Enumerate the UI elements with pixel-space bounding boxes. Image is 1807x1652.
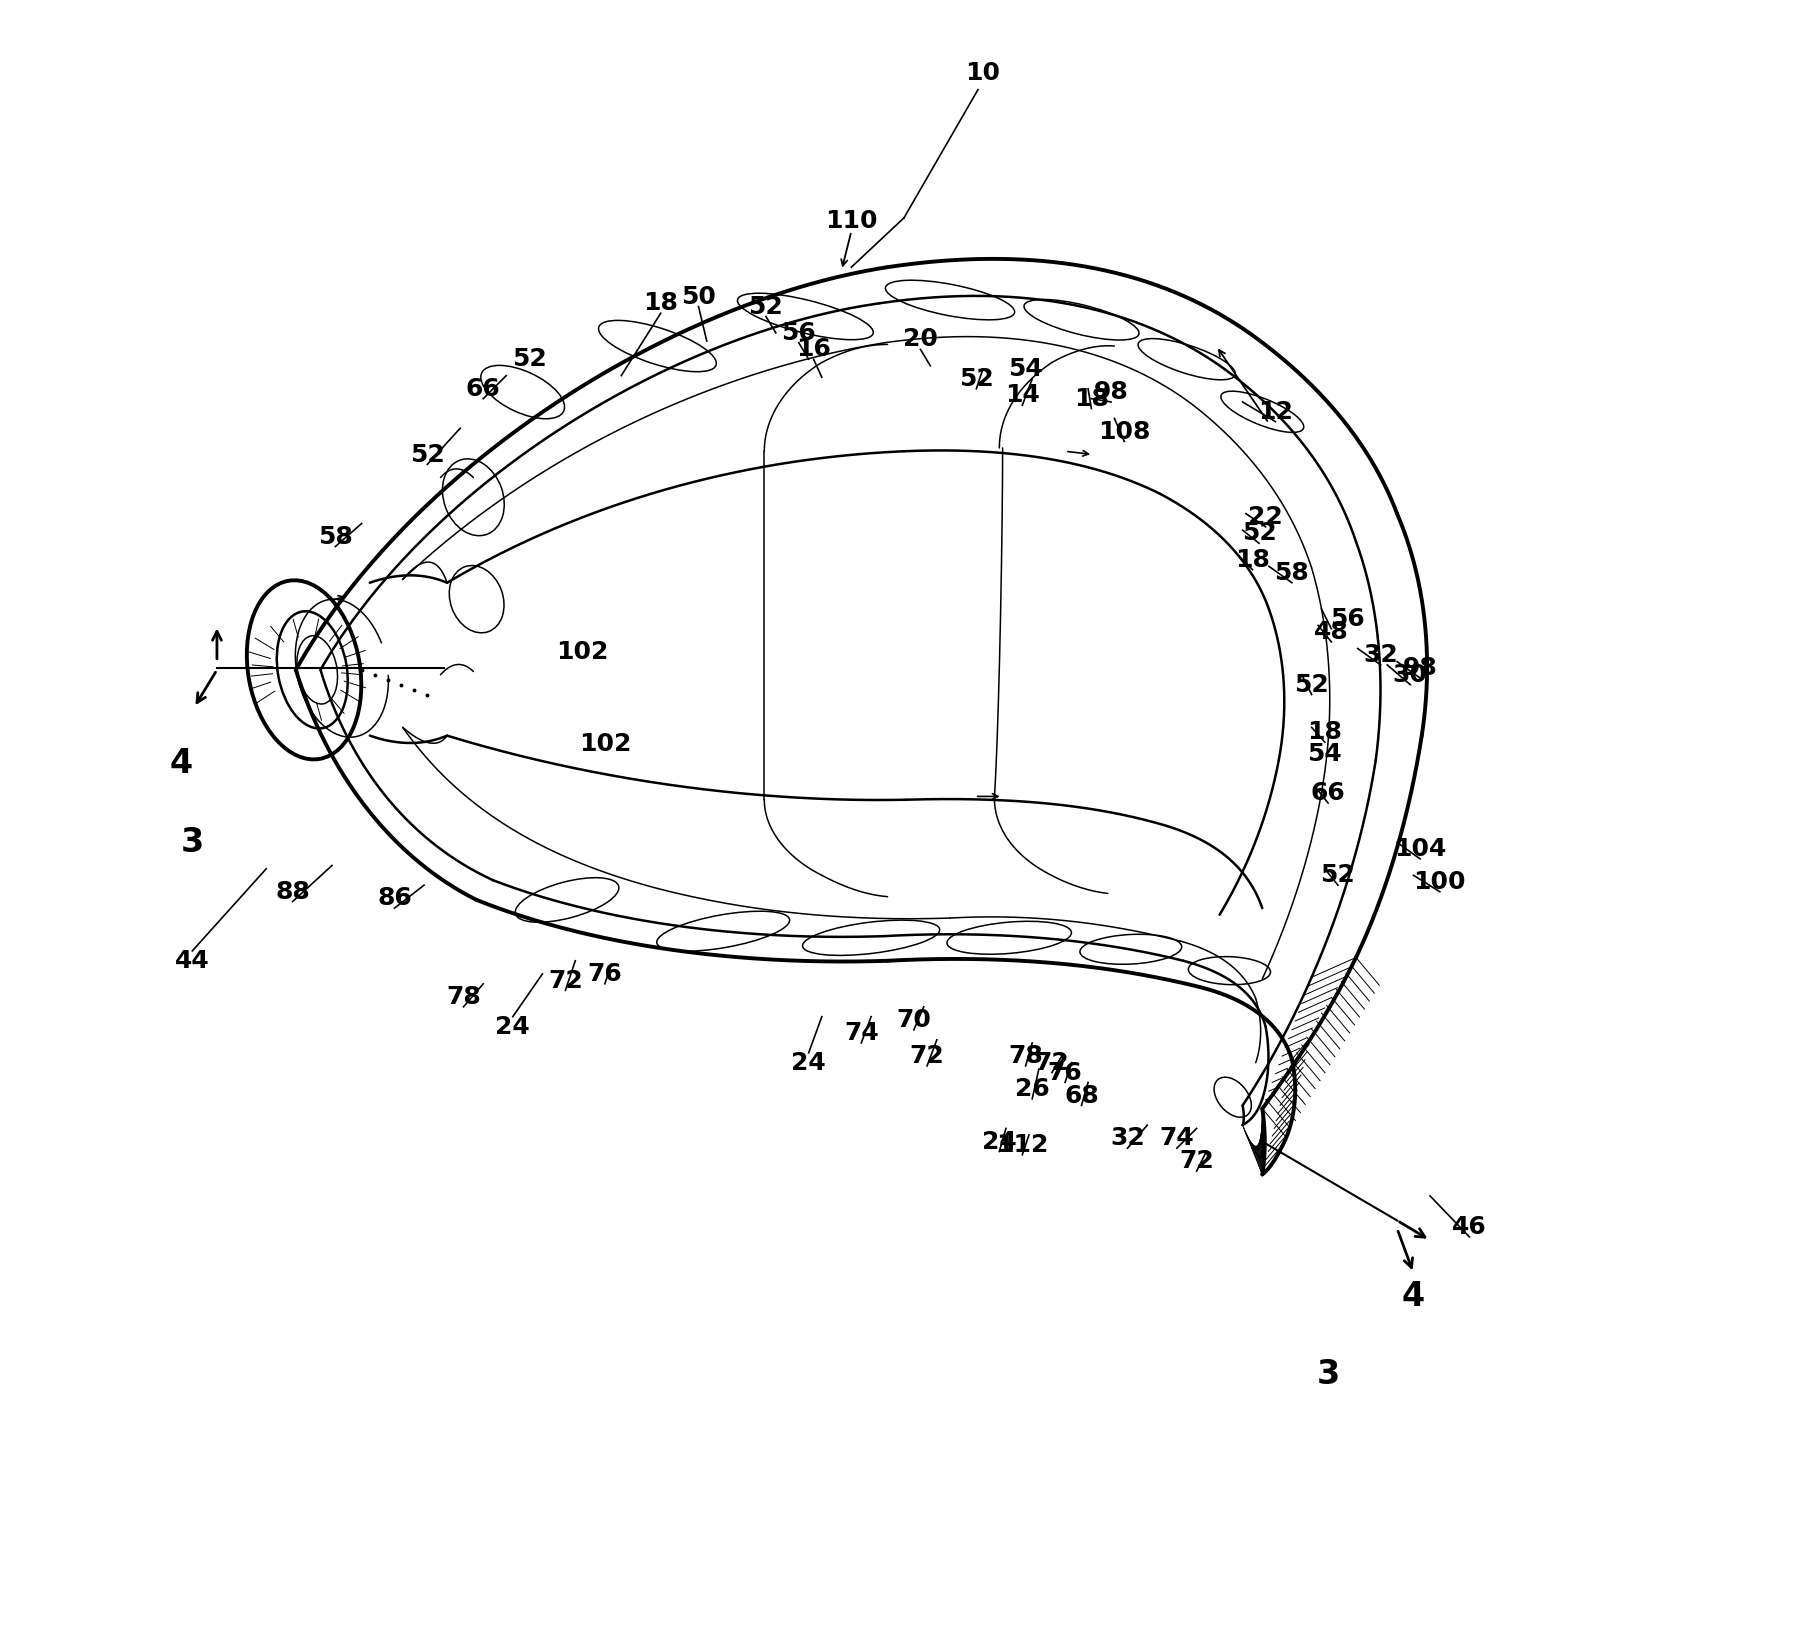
Text: 70: 70 (896, 1008, 931, 1032)
Text: 20: 20 (902, 327, 938, 352)
Text: 56: 56 (781, 320, 815, 345)
Text: 108: 108 (1097, 420, 1149, 443)
Text: 66: 66 (1310, 781, 1344, 805)
Text: 76: 76 (587, 961, 622, 986)
Text: 78: 78 (446, 985, 481, 1009)
Text: 66: 66 (466, 377, 501, 401)
Text: 48: 48 (1314, 620, 1348, 644)
Text: 52: 52 (1319, 864, 1355, 887)
Text: 3: 3 (1315, 1358, 1339, 1391)
Text: 76: 76 (1046, 1061, 1082, 1085)
Text: 52: 52 (1294, 672, 1328, 697)
Text: 86: 86 (378, 887, 412, 910)
Text: 18: 18 (1234, 548, 1269, 572)
Text: 54: 54 (1008, 357, 1043, 382)
Text: 46: 46 (1451, 1216, 1485, 1239)
Text: 30: 30 (1391, 662, 1428, 687)
Text: 78: 78 (1008, 1044, 1043, 1069)
Text: 24: 24 (981, 1130, 1016, 1153)
Text: 52: 52 (1241, 522, 1276, 545)
Text: 52: 52 (748, 294, 782, 319)
Text: 112: 112 (996, 1133, 1048, 1156)
Text: 16: 16 (795, 337, 831, 362)
Text: 52: 52 (958, 367, 994, 392)
Text: 104: 104 (1393, 838, 1446, 861)
Text: 72: 72 (909, 1044, 943, 1069)
Text: 68: 68 (1064, 1084, 1099, 1107)
Text: 14: 14 (1005, 383, 1039, 408)
Text: 72: 72 (548, 968, 582, 993)
Text: 102: 102 (578, 732, 631, 757)
Text: 58: 58 (318, 525, 352, 548)
Text: 18: 18 (1306, 720, 1341, 745)
Text: 3: 3 (181, 826, 204, 859)
Text: 54: 54 (1306, 742, 1341, 765)
Text: 98: 98 (1402, 656, 1437, 681)
Text: 26: 26 (1014, 1077, 1050, 1100)
Text: 102: 102 (555, 639, 607, 664)
Text: 22: 22 (1247, 506, 1283, 529)
Text: 12: 12 (1258, 400, 1292, 425)
Text: 50: 50 (681, 284, 716, 309)
Text: 72: 72 (1034, 1051, 1068, 1075)
Text: 18: 18 (1073, 387, 1108, 411)
Text: 24: 24 (495, 1014, 529, 1039)
Text: 32: 32 (1362, 643, 1397, 667)
Text: 10: 10 (965, 61, 999, 86)
Text: 88: 88 (275, 881, 309, 904)
Text: 72: 72 (1178, 1150, 1212, 1173)
Text: 110: 110 (824, 210, 876, 233)
Text: 32: 32 (1109, 1127, 1144, 1150)
Text: 18: 18 (643, 291, 678, 316)
Text: 4: 4 (1400, 1280, 1424, 1313)
Text: 44: 44 (175, 948, 210, 973)
Text: 52: 52 (410, 443, 445, 466)
Text: 56: 56 (1330, 606, 1364, 631)
Text: 100: 100 (1413, 871, 1465, 894)
Text: 74: 74 (844, 1021, 878, 1046)
Text: 52: 52 (511, 347, 546, 372)
Text: 98: 98 (1093, 380, 1128, 405)
Text: 24: 24 (791, 1051, 826, 1075)
Text: 74: 74 (1158, 1127, 1194, 1150)
Text: 58: 58 (1274, 562, 1308, 585)
Text: 4: 4 (170, 747, 192, 780)
